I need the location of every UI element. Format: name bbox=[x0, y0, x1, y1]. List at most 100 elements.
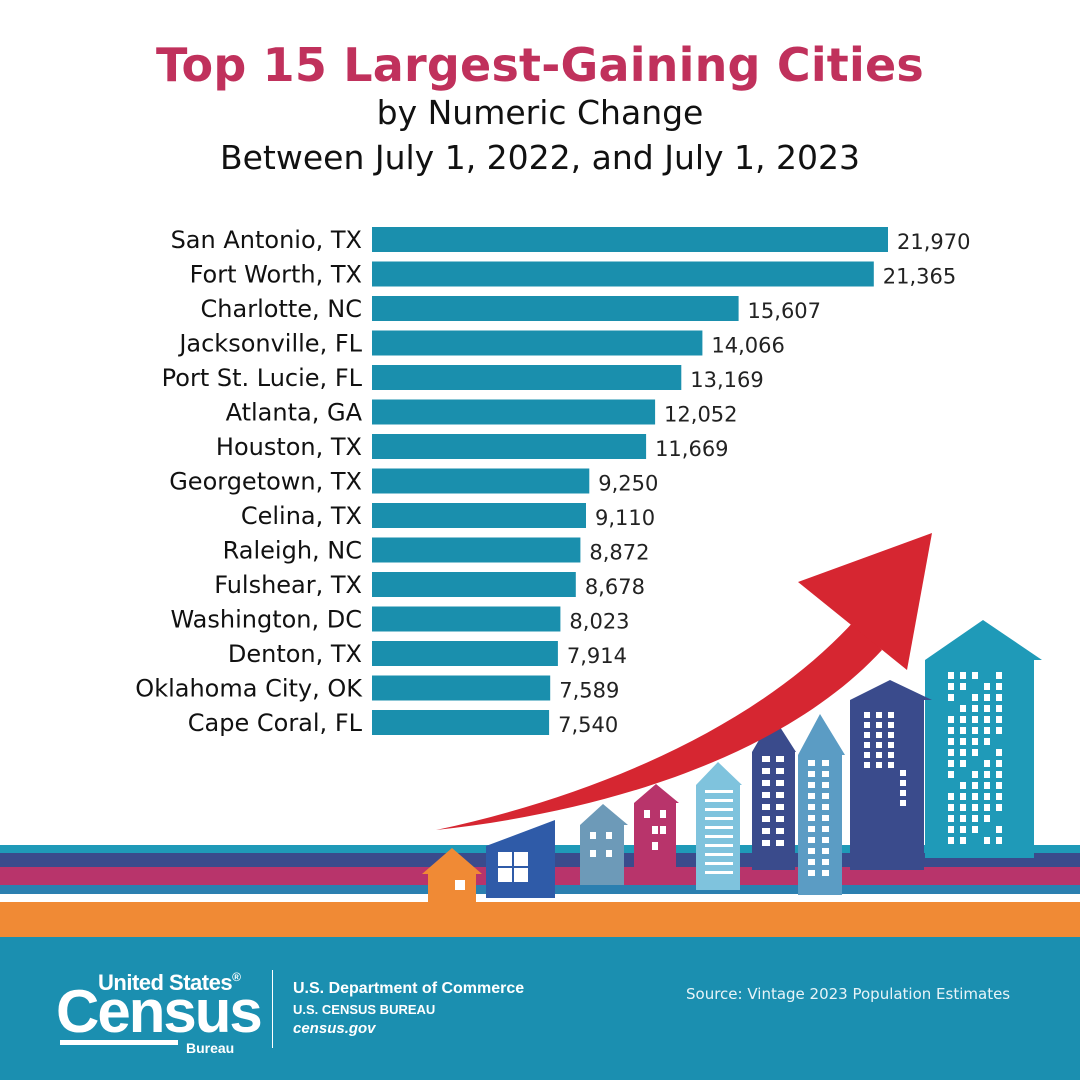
census-gov-link[interactable]: census.gov bbox=[293, 1020, 376, 1037]
arrow-body bbox=[436, 620, 882, 830]
bar bbox=[372, 227, 888, 252]
window bbox=[606, 850, 612, 857]
window bbox=[808, 859, 815, 865]
bar bbox=[372, 468, 590, 494]
window bbox=[498, 868, 512, 882]
window bbox=[776, 828, 784, 834]
bar bbox=[372, 537, 581, 563]
category-label: Charlotte, NC bbox=[201, 295, 362, 323]
window bbox=[984, 694, 990, 701]
window bbox=[960, 683, 966, 690]
window bbox=[776, 780, 784, 786]
bar bbox=[372, 330, 703, 356]
window bbox=[705, 790, 733, 793]
chart-title: Top 15 Largest-Gaining Cities bbox=[156, 38, 924, 92]
window bbox=[705, 826, 733, 829]
window bbox=[864, 722, 870, 728]
window bbox=[900, 790, 906, 796]
window bbox=[972, 705, 978, 712]
window bbox=[984, 727, 990, 734]
window bbox=[984, 771, 990, 778]
window bbox=[864, 752, 870, 758]
window bbox=[762, 780, 770, 786]
window bbox=[776, 816, 784, 822]
window bbox=[972, 826, 978, 833]
window bbox=[996, 716, 1002, 723]
window bbox=[984, 683, 990, 690]
window bbox=[948, 694, 954, 701]
value-label: 14,066 bbox=[711, 334, 784, 358]
category-label: Fulshear, TX bbox=[214, 571, 362, 599]
window bbox=[876, 762, 882, 768]
window bbox=[776, 804, 784, 810]
building-windows bbox=[498, 672, 1002, 882]
window bbox=[808, 804, 815, 810]
window bbox=[972, 749, 978, 756]
category-label: Cape Coral, FL bbox=[188, 709, 363, 737]
value-label: 8,872 bbox=[589, 541, 649, 565]
window bbox=[822, 771, 829, 777]
window bbox=[705, 853, 733, 856]
value-label: 7,589 bbox=[559, 679, 619, 703]
dept-census-bureau: U.S. CENSUS BUREAU bbox=[293, 1002, 436, 1017]
window bbox=[808, 760, 815, 766]
bar bbox=[372, 261, 874, 287]
window bbox=[948, 804, 954, 811]
window bbox=[705, 871, 733, 874]
window bbox=[996, 793, 1002, 800]
window bbox=[996, 760, 1002, 767]
window bbox=[822, 815, 829, 821]
window bbox=[996, 804, 1002, 811]
value-label: 21,970 bbox=[897, 230, 970, 254]
value-label: 9,110 bbox=[595, 506, 655, 530]
window bbox=[705, 862, 733, 865]
window bbox=[514, 852, 528, 866]
window bbox=[960, 749, 966, 756]
bar bbox=[372, 399, 656, 425]
window bbox=[984, 793, 990, 800]
window bbox=[948, 771, 954, 778]
bar bbox=[372, 710, 550, 735]
window bbox=[900, 770, 906, 776]
category-label: Washington, DC bbox=[170, 606, 362, 634]
window bbox=[876, 732, 882, 738]
chart-subtitle-line2: Between July 1, 2022, and July 1, 2023 bbox=[219, 138, 861, 177]
window bbox=[762, 768, 770, 774]
building-navy-tall bbox=[850, 680, 932, 870]
window bbox=[948, 760, 954, 767]
window bbox=[972, 804, 978, 811]
window bbox=[762, 840, 770, 846]
window bbox=[984, 804, 990, 811]
window bbox=[960, 815, 966, 822]
window bbox=[888, 752, 894, 758]
window bbox=[652, 826, 658, 834]
house-window bbox=[455, 880, 465, 890]
category-label: Denton, TX bbox=[228, 640, 362, 668]
window bbox=[948, 683, 954, 690]
window bbox=[888, 722, 894, 728]
window bbox=[972, 672, 978, 679]
window bbox=[900, 800, 906, 806]
window bbox=[762, 756, 770, 762]
window bbox=[762, 828, 770, 834]
window bbox=[960, 804, 966, 811]
bar bbox=[372, 296, 739, 321]
window bbox=[864, 762, 870, 768]
window bbox=[705, 799, 733, 802]
window bbox=[705, 808, 733, 811]
chart-subtitle-line1: by Numeric Change bbox=[376, 93, 704, 132]
window bbox=[822, 793, 829, 799]
window bbox=[960, 672, 966, 679]
category-label: Houston, TX bbox=[216, 433, 362, 461]
source-note: Source: Vintage 2023 Population Estimate… bbox=[686, 985, 1011, 1003]
bar bbox=[372, 434, 647, 459]
window bbox=[776, 768, 784, 774]
window bbox=[948, 727, 954, 734]
building-lightblue-peaked bbox=[798, 714, 845, 895]
window bbox=[972, 727, 978, 734]
window bbox=[888, 712, 894, 718]
growth-arrow bbox=[436, 533, 932, 830]
value-label: 7,914 bbox=[567, 644, 627, 668]
